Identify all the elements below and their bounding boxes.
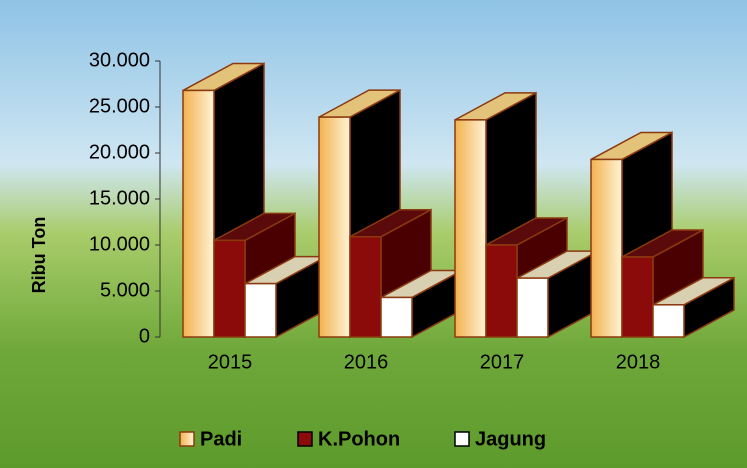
legend-swatch	[180, 432, 194, 446]
bar	[350, 237, 381, 337]
y-tick-label: 25.000	[89, 95, 150, 117]
y-tick-label: 10.000	[89, 233, 150, 255]
bar	[486, 245, 517, 337]
bar	[319, 117, 350, 337]
x-tick-label: 2018	[616, 351, 661, 373]
bar	[381, 297, 412, 337]
y-tick-label: 20.000	[89, 141, 150, 163]
legend-label: Padi	[200, 428, 242, 450]
x-tick-label: 2017	[480, 351, 525, 373]
legend-swatch	[298, 432, 312, 446]
x-tick-label: 2015	[208, 351, 253, 373]
bar	[214, 240, 245, 337]
y-tick-label: 0	[139, 325, 150, 347]
bar	[517, 278, 548, 337]
y-tick-label: 30.000	[89, 49, 150, 71]
bar	[455, 120, 486, 337]
y-tick-label: 15.000	[89, 187, 150, 209]
bar	[591, 159, 622, 337]
bar	[622, 257, 653, 337]
bar	[245, 284, 276, 337]
legend-label: K.Pohon	[318, 428, 400, 450]
bar	[653, 305, 684, 337]
y-axis-label: Ribu Ton	[29, 217, 49, 294]
y-tick-label: 5.000	[100, 279, 150, 301]
legend-swatch	[455, 432, 469, 446]
chart: Ribu Ton 0 5.000 10.000 15.000 20.000 25.000 3…	[0, 0, 747, 468]
bar	[183, 90, 214, 337]
legend-label: Jagung	[475, 428, 546, 450]
x-tick-label: 2016	[344, 351, 389, 373]
